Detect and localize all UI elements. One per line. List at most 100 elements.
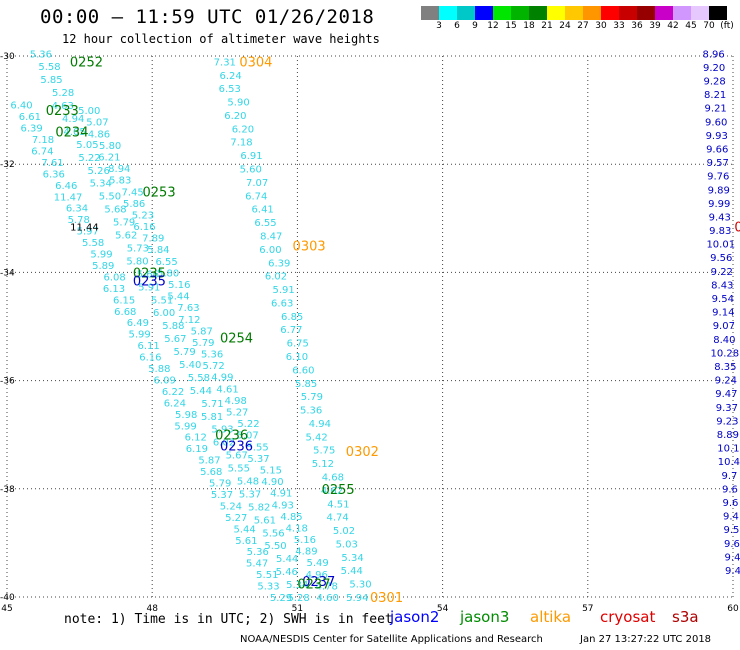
wave-height-value: 9.6 (722, 484, 738, 495)
wave-height-value: 5.36 (247, 547, 269, 558)
wave-height-value: 6.68 (114, 307, 136, 318)
wave-height-value: 5.34 (341, 553, 363, 564)
scale-swatch (655, 6, 673, 20)
wave-height-value: 9.21 (705, 104, 727, 115)
pass-number-label: 0235 (133, 266, 166, 281)
wave-height-value: 5.55 (246, 442, 268, 453)
wave-height-value: 8.35 (714, 362, 736, 373)
pass-number-label: 0236 (215, 429, 248, 444)
wave-height-value: 4.98 (225, 396, 247, 407)
wave-height-value: 7.18 (230, 138, 252, 149)
wave-height-value: 6.61 (19, 112, 41, 123)
wave-height-value: 6.55 (155, 257, 177, 268)
wave-height-value: 5.79 (209, 479, 231, 490)
wave-height-value: 5.37 (211, 490, 233, 501)
wave-height-value: 4.63 (52, 101, 74, 112)
wave-height-value: 5.87 (191, 326, 213, 337)
wave-height-value: 7.07 (246, 178, 268, 189)
wave-height-value: 6.34 (66, 204, 88, 215)
scale-swatch (601, 6, 619, 20)
x-tick-label: 51 (292, 604, 303, 614)
wave-height-value: 5.85 (295, 379, 317, 390)
wave-height-value: 5.36 (30, 49, 52, 60)
wave-height-value: 6.46 (55, 181, 77, 192)
legend-entry-jason3: jason3 (460, 608, 510, 626)
wave-height-value: 8.94 (108, 164, 130, 175)
wave-height-value: 6.74 (31, 146, 53, 157)
scale-swatch (439, 6, 457, 20)
wave-height-value: 6.39 (268, 258, 290, 269)
scale-swatch (637, 6, 655, 20)
wave-height-value: 10.28 (711, 348, 740, 359)
pass-number-label: 0301 (370, 591, 403, 606)
wave-height-value: 9.89 (708, 185, 730, 196)
wave-height-value: 5.42 (306, 432, 328, 443)
wave-height-value: 5.02 (333, 526, 355, 537)
scale-label: 45 (685, 21, 697, 31)
wave-height-value: 5.80 (99, 141, 121, 152)
pass-number-label: 0254 (220, 331, 253, 346)
wave-height-value: 8.89 (717, 430, 739, 441)
scale-label: 6 (454, 21, 460, 31)
wave-height-value: 6.53 (219, 84, 241, 95)
wave-height-value: 5.80 (126, 256, 148, 267)
wave-height-value: 6.24 (164, 398, 186, 409)
wave-height-value: 5.28 (288, 593, 310, 604)
wave-height-value: 5.87 (198, 456, 220, 467)
wave-height-value: 7.45 (121, 187, 143, 198)
wave-height-value: 5.68 (104, 205, 126, 216)
wave-height-value: 4.89 (295, 547, 317, 558)
wave-height-value: 5.89 (92, 261, 114, 272)
wave-height-value: 5.67 (164, 334, 186, 345)
wave-height-value: 5.79 (301, 392, 323, 403)
wave-height-value: 6.10 (286, 352, 308, 363)
wave-height-value: 6.16 (133, 222, 155, 233)
wave-height-value: 5.91 (138, 282, 160, 293)
wave-height-value: 5.22 (78, 153, 100, 164)
wave-height-value: 4.96 (306, 570, 328, 581)
color-scale-bar (421, 6, 727, 20)
wave-height-value: 10.1 (717, 444, 739, 455)
wave-height-value: 8.47 (260, 231, 282, 242)
pass-number-label: 0255 (322, 483, 355, 498)
legend-entry-s3a: s3a (672, 608, 699, 626)
wave-height-value: 6.60 (292, 365, 314, 376)
wave-height-value: 9.22 (711, 267, 733, 278)
pass-number-label: 0 (734, 220, 740, 235)
wave-height-value: 5.99 (90, 250, 112, 261)
wave-height-value: 4.93 (272, 500, 294, 511)
wave-height-value: 5.34 (90, 179, 112, 190)
color-scale-labels: 3 6 9 12 15 18 21 24 27 30 33 36 39 42 45 70 (ft) (421, 21, 740, 33)
wave-height-value: 9.76 (707, 172, 729, 183)
wave-height-value: 5.94 (346, 593, 368, 604)
wave-height-value: 4.78 (316, 581, 338, 592)
wave-height-value: 8.96 (703, 49, 725, 60)
wave-height-value: 9.6 (722, 498, 738, 509)
wave-height-value: 5.91 (272, 285, 294, 296)
wave-height-value: 9.56 (710, 253, 732, 264)
wave-height-value: 6.39 (21, 124, 43, 135)
y-tick-label: -34 (0, 268, 15, 278)
scale-label: 21 (541, 21, 553, 31)
scale-swatch (529, 6, 547, 20)
wave-height-value: 4.60 (317, 593, 339, 604)
wave-height-value: 6.08 (103, 272, 125, 283)
wave-height-value: 5.44 (341, 566, 363, 577)
wave-height-value: 9.28 (704, 76, 726, 87)
wave-height-value: 5.58 (82, 238, 104, 249)
wave-height-value: 5.50 (264, 541, 286, 552)
x-tick-label: 54 (437, 604, 449, 614)
wave-height-value: 5.99 (128, 330, 150, 341)
scale-label: (ft) (720, 21, 734, 31)
satellite-tracks: 5.36 5.58 5.85 5.28 4.63 4.94 4.05 5.05 5.22 5.26… (10, 49, 740, 604)
wave-height-value: 4.90 (261, 477, 283, 488)
wave-height-value: 11.47 (54, 192, 83, 203)
wave-height-value: 9.4 (725, 552, 740, 563)
wave-height-value: 5.79 (113, 218, 135, 229)
wave-height-value: 5.37 (247, 454, 269, 465)
wave-height-value: 8.40 (713, 335, 735, 346)
wave-height-value: 5.34 (286, 580, 308, 591)
wave-height-value: 5.88 (162, 321, 184, 332)
wave-height-value: 4.94 (62, 114, 84, 125)
